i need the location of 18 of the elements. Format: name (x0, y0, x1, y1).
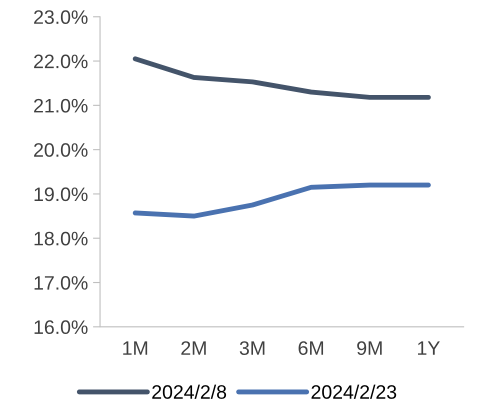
x-tick-label: 6M (298, 341, 324, 355)
y-tick-label: 18.0% (34, 232, 88, 246)
y-tick-label: 22.0% (34, 54, 88, 68)
y-tick-label: 16.0% (34, 320, 88, 334)
y-tick-label: 19.0% (34, 187, 88, 202)
y-tick-label: 23.0% (34, 10, 88, 24)
legend-label: 2024/2/23 (312, 384, 396, 399)
line-series (132, 56, 431, 100)
x-tick-label: 1M (123, 341, 148, 355)
x-tick-label: 3M (240, 341, 264, 355)
y-tick-label: 17.0% (34, 276, 88, 290)
y-tick-label: 21.0% (34, 98, 88, 113)
y-tick-label: 20.0% (34, 143, 88, 157)
x-tick-label: 9M (357, 341, 382, 355)
line-series (132, 182, 431, 219)
x-tick-label: 2M (181, 341, 206, 355)
legend-label: 2024/2/8 (152, 384, 226, 399)
x-tick-label: 1Y (418, 341, 440, 355)
